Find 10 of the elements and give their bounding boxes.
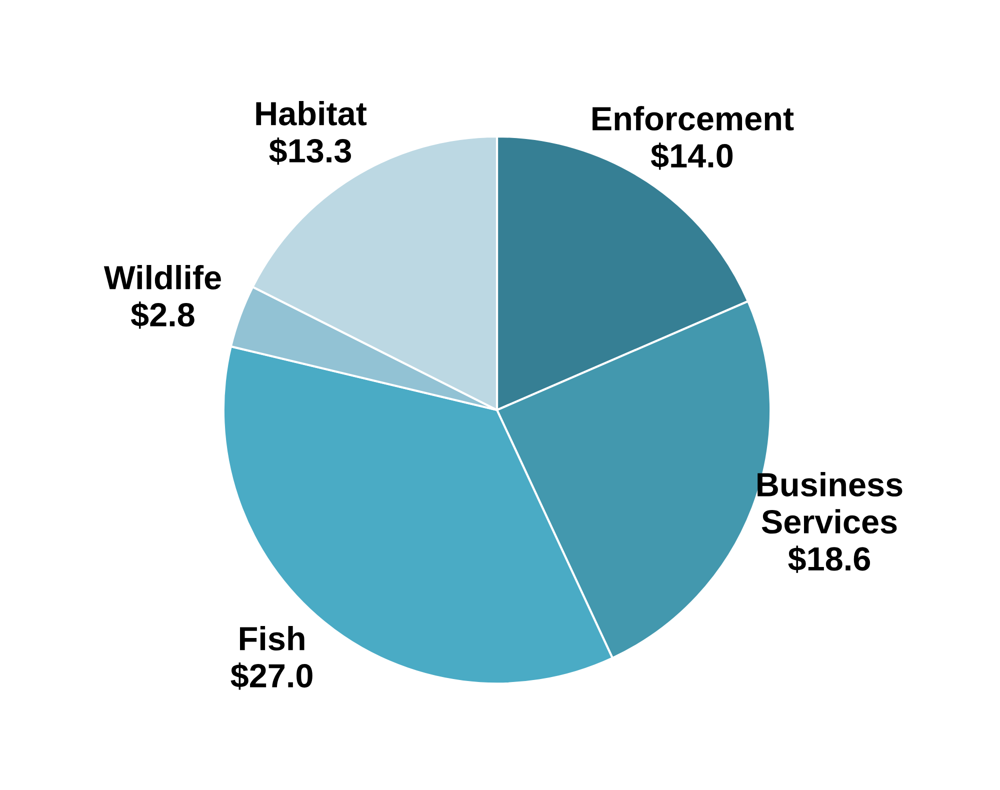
data-label: $13.3	[269, 138, 352, 165]
slice-label: Business Services	[758, 472, 902, 534]
data-label: $27.0	[230, 662, 312, 690]
slice-label: Enforcement	[592, 106, 794, 131]
slice-label: Wildlife	[104, 265, 221, 290]
slice-label: Habitat	[256, 101, 367, 126]
data-label: $18.6	[788, 546, 870, 573]
data-label: $14.0	[650, 142, 733, 170]
slice-label: Fish	[240, 626, 304, 650]
data-label: $2.8	[130, 302, 194, 329]
